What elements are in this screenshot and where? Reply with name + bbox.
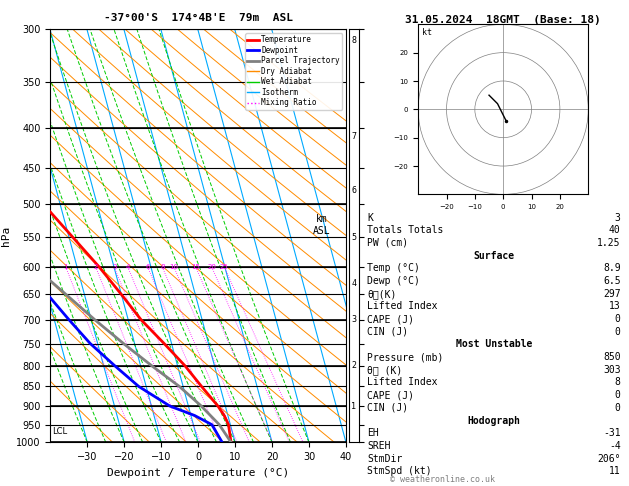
Text: 10: 10 [169,264,179,270]
Text: Totals Totals: Totals Totals [367,226,443,235]
Text: θᴜ(K): θᴜ(K) [367,289,396,299]
Text: 25: 25 [220,264,229,270]
Text: 1: 1 [352,401,356,411]
Text: 5: 5 [352,233,356,242]
Text: 6.5: 6.5 [603,276,621,286]
Text: Dewp (°C): Dewp (°C) [367,276,420,286]
Text: 0: 0 [615,327,621,337]
Text: SREH: SREH [367,441,391,451]
Text: 15: 15 [191,264,200,270]
Text: 31.05.2024  18GMT  (Base: 18): 31.05.2024 18GMT (Base: 18) [405,15,601,25]
Text: Surface: Surface [473,251,515,260]
Text: 20: 20 [208,264,216,270]
Legend: Temperature, Dewpoint, Parcel Trajectory, Dry Adiabat, Wet Adiabat, Isotherm, Mi: Temperature, Dewpoint, Parcel Trajectory… [245,33,342,110]
Text: Pressure (mb): Pressure (mb) [367,352,443,362]
Y-axis label: hPa: hPa [1,226,11,246]
Text: 4: 4 [126,264,130,270]
Text: LCL: LCL [52,427,67,436]
Title: -37°00'S  174°4B'E  79m  ASL: -37°00'S 174°4B'E 79m ASL [104,13,292,23]
Text: 8: 8 [615,378,621,387]
Text: 40: 40 [609,226,621,235]
Text: 11: 11 [609,466,621,476]
Text: 850: 850 [603,352,621,362]
Text: 0: 0 [615,390,621,400]
Text: kt: kt [421,28,431,37]
Text: 303: 303 [603,365,621,375]
Text: 6: 6 [145,264,150,270]
Text: EH: EH [367,428,379,438]
Text: K: K [367,212,373,223]
Text: 3: 3 [112,264,116,270]
Text: 1: 1 [64,264,68,270]
Text: 8.9: 8.9 [603,263,621,273]
Text: PW (cm): PW (cm) [367,238,408,248]
Text: 297: 297 [603,289,621,299]
Text: 1.25: 1.25 [597,238,621,248]
Text: Lifted Index: Lifted Index [367,378,437,387]
Text: 7: 7 [352,132,356,141]
Text: -4: -4 [609,441,621,451]
Text: 0: 0 [615,314,621,324]
Text: Most Unstable: Most Unstable [455,339,532,349]
Text: 6: 6 [352,186,356,195]
Text: 13: 13 [609,301,621,312]
Text: 206°: 206° [597,453,621,464]
Text: © weatheronline.co.uk: © weatheronline.co.uk [390,474,495,484]
Text: Hodograph: Hodograph [467,416,520,426]
Text: 2: 2 [94,264,98,270]
Text: CIN (J): CIN (J) [367,403,408,413]
Text: Lifted Index: Lifted Index [367,301,437,312]
Text: 2: 2 [352,361,356,370]
Text: 3: 3 [615,212,621,223]
Text: θᴜ (K): θᴜ (K) [367,365,402,375]
Text: 3: 3 [352,315,356,324]
Text: 8: 8 [352,36,356,45]
Text: CAPE (J): CAPE (J) [367,390,414,400]
Text: Temp (°C): Temp (°C) [367,263,420,273]
Text: 8: 8 [160,264,165,270]
X-axis label: Dewpoint / Temperature (°C): Dewpoint / Temperature (°C) [107,468,289,478]
Text: StmSpd (kt): StmSpd (kt) [367,466,431,476]
Text: 4: 4 [352,279,356,288]
Text: 0: 0 [615,403,621,413]
Text: StmDir: StmDir [367,453,402,464]
Text: -31: -31 [603,428,621,438]
Text: CIN (J): CIN (J) [367,327,408,337]
Y-axis label: km
ASL: km ASL [313,214,330,236]
Text: CAPE (J): CAPE (J) [367,314,414,324]
